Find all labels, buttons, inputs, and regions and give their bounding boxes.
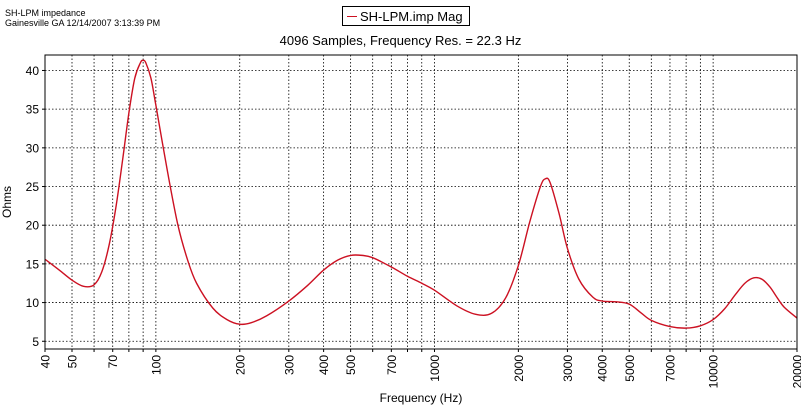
chart-header-line-1: SH-LPM impedance [5,8,86,18]
x-tick-label: 400 [317,355,331,375]
x-tick-label: 5000 [623,355,637,382]
x-tick-labels: 40 50 70 100 200 300 400 500 700 1000 2000 3000 4000… [39,355,801,389]
x-tick-label: 500 [344,355,358,375]
y-tick-label: 20 [26,219,40,233]
series-layer [44,59,798,329]
legend: SH-LPM.imp Mag [342,6,470,26]
y-tick-label: 30 [26,141,40,155]
x-tick-label: 40 [39,355,53,369]
chart-header-line-2: Gainesville GA 12/14/2007 3:13:39 PM [5,18,161,28]
y-tick-label: 5 [32,335,39,349]
y-tick-labels: 5 10 15 20 25 30 35 40 [26,64,40,349]
x-tick-label: 700 [385,355,399,375]
x-tick-label: 50 [66,355,80,369]
legend-swatch [347,15,357,17]
series-line-impedance [44,59,798,329]
y-tick-label: 25 [26,180,40,194]
x-tick-label: 100 [149,355,163,375]
x-tick-label: 4000 [596,355,610,382]
y-tick-label: 10 [26,296,40,310]
y-tick-label: 15 [26,257,40,271]
x-tick-label: 2000 [512,355,526,382]
y-tick-label: 40 [26,64,40,78]
y-tick-label: 35 [26,103,40,117]
x-axis-label: Frequency (Hz) [380,391,463,405]
chart-subtitle: 4096 Samples, Frequency Res. = 22.3 Hz [279,33,522,48]
y-axis-label: Ohms [0,186,14,218]
legend-label: SH-LPM.imp Mag [360,8,463,24]
x-tick-label: 200 [233,355,247,375]
x-tick-label: 7000 [663,355,677,382]
x-tick-label: 20000 [791,355,801,389]
x-tick-label: 70 [106,355,120,369]
plot-frame [44,54,798,350]
x-tick-label: 1000 [428,355,442,382]
grid-layer [42,55,798,352]
x-tick-label: 10000 [707,355,721,389]
x-tick-label: 300 [282,355,296,375]
x-tick-label: 3000 [561,355,575,382]
